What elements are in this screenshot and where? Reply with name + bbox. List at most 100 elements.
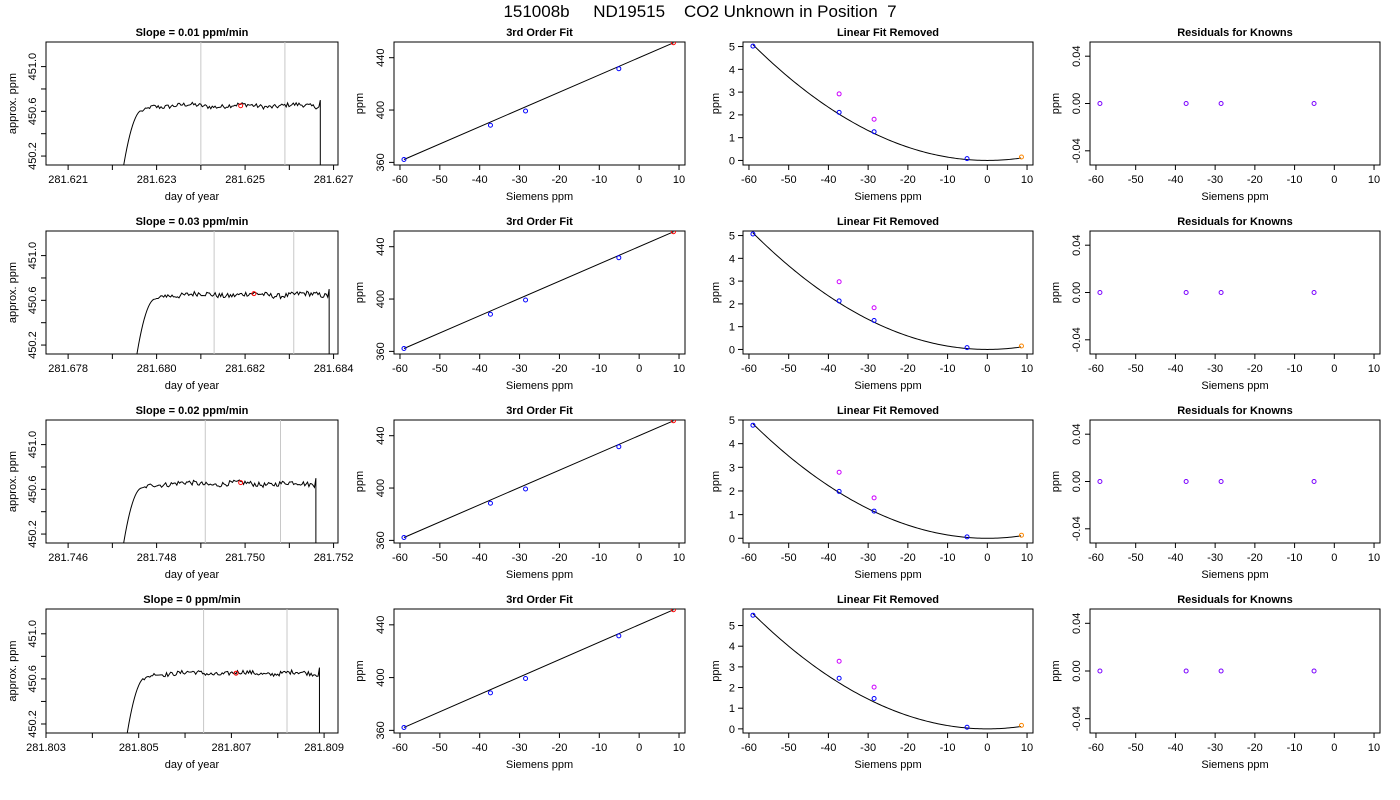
y-tick-label: 5 [729,621,735,633]
y-tick-label: 450.6 [27,476,39,504]
plot-area [1097,290,1317,295]
page-title: 151008b ND19515 CO2 Unknown in Position … [503,2,897,21]
fit-line [403,42,674,160]
y-tick-label: 440 [375,238,387,256]
x-tick-label: -30 [1207,363,1223,375]
y-tick-label: 451.0 [27,53,39,81]
y-axis-label: ppm [1050,282,1062,303]
chart-panel-3-fit: 3rd Order Fit -60 -50 -40 -30 -20 -10 0 10 360 400… [354,405,686,581]
x-tick-label: 281.752 [314,552,354,564]
fit-curve [752,423,1022,539]
fit-curve [752,232,1022,350]
x-tick-label: 0 [984,363,990,375]
x-tick-label: -20 [551,363,567,375]
y-tick-label: 400 [375,479,387,497]
known-point [871,129,877,135]
x-tick-label: 281.682 [225,363,265,375]
y-tick-label: 400 [375,668,387,686]
x-tick-label: -60 [392,174,408,186]
known-point [750,422,756,428]
x-tick-label: -40 [472,174,488,186]
x-tick-label: 10 [1021,174,1033,186]
known-point [964,724,970,730]
x-tick-label: -40 [820,174,836,186]
known-point [401,724,407,730]
y-tick-label: 1 [729,322,735,334]
plot-frame [45,608,339,734]
x-axis-label: Siemens ppm [854,191,921,203]
y-tick-label: 2 [729,486,735,498]
residual-point [1218,668,1224,674]
known-point [487,122,493,128]
y-tick-label: 360 [375,342,387,360]
x-tick-label: -10 [1287,363,1303,375]
x-tick-label: -60 [392,552,408,564]
known-point [871,695,877,701]
x-tick-label: 281.809 [304,742,344,754]
x-tick-label: -40 [820,552,836,564]
y-tick-label: 0.00 [1071,471,1083,492]
plot-frame [1089,419,1381,544]
x-tick-label: 10 [1368,174,1380,186]
y-tick-label: -0.04 [1071,706,1083,731]
x-tick-label: -40 [472,742,488,754]
plot-area [136,231,330,354]
panel-title: Slope = 0 ppm/min [143,594,241,606]
chart-panel-2-trace: Slope = 0.03 ppm/min 281.678 281.680 281.68… [7,216,353,392]
x-tick-label: -20 [1247,552,1263,564]
unknown-point [1018,154,1024,160]
x-tick-label: -60 [392,363,408,375]
y-axis-label: ppm [710,282,722,303]
x-tick-label: -30 [860,552,876,564]
x-tick-label: -10 [940,174,956,186]
x-tick-label: 0 [1331,174,1337,186]
x-tick-label: -40 [1167,363,1183,375]
residual-point [1218,479,1224,484]
y-axis-label: ppm [1050,471,1062,492]
x-tick-label: 281.805 [119,742,159,754]
raw-known-point [836,279,842,285]
x-tick-label: -40 [1167,552,1183,564]
y-tick-label: -0.04 [1071,516,1083,541]
x-axis-label: day of year [165,380,220,392]
fit-line [403,609,674,728]
unknown-point [670,42,676,46]
y-tick-label: 1 [729,133,735,145]
x-tick-label: -50 [781,363,797,375]
x-tick-label: 0 [636,552,642,564]
x-axis-label: Siemens ppm [1201,759,1268,771]
y-tick-label: 400 [375,101,387,119]
x-tick-label: -30 [860,363,876,375]
chart-panel-4-residual_fit: Linear Fit Removed -60 -50 -40 -30 -20 -10 0 10 0… [710,594,1034,771]
plot-area [401,231,676,352]
x-tick-label: -10 [591,552,607,564]
plot-area [123,42,321,165]
x-axis-label: Siemens ppm [854,380,921,392]
fit-curve [752,613,1022,730]
known-point [616,633,622,639]
y-tick-label: 0.04 [1071,613,1083,634]
unknown-point [233,670,239,676]
x-tick-label: -10 [591,742,607,754]
x-tick-label: -30 [1207,742,1223,754]
plot-area [126,609,320,733]
x-tick-label: 10 [1368,363,1380,375]
panel-title: Linear Fit Removed [837,27,939,39]
y-tick-label: 0.00 [1071,282,1083,303]
x-tick-label: -30 [512,552,528,564]
known-point [523,486,529,492]
plot-frame [1089,41,1381,166]
raw-known-point [871,684,877,690]
x-tick-label: -50 [432,742,448,754]
y-axis-label: approx. ppm [7,640,19,701]
x-axis-label: Siemens ppm [1201,380,1268,392]
known-point [750,612,756,618]
y-tick-label: 0.00 [1071,660,1083,681]
y-tick-label: 450.6 [27,98,39,126]
raw-known-point [871,116,877,122]
x-tick-label: -20 [1247,174,1263,186]
plot-frame [742,419,1034,544]
unknown-point [251,291,257,297]
y-tick-label: 0.04 [1071,45,1083,66]
x-tick-label: -60 [1088,742,1104,754]
